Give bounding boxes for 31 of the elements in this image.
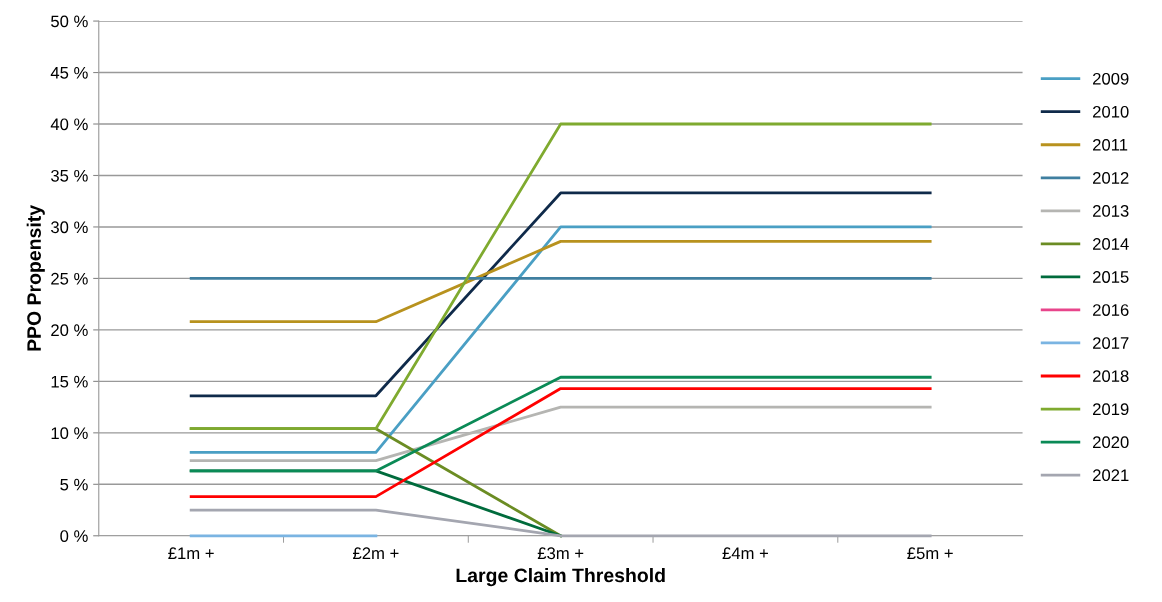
x-tick-label: £5m + xyxy=(907,547,953,560)
y-tick-label: 35 % xyxy=(51,169,88,182)
x-axis-title: Large Claim Threshold xyxy=(456,567,665,587)
y-axis-title: PPO Propensity xyxy=(26,205,45,351)
y-tick-label: 10 % xyxy=(51,427,88,440)
y-tick-label: 40 % xyxy=(50,118,88,131)
x-tick-label: £4m + xyxy=(722,547,768,559)
y-tick-label: 50 % xyxy=(51,15,88,28)
legend-label: 2018 xyxy=(1093,370,1129,383)
legend-label: 2010 xyxy=(1093,105,1129,118)
y-tick-label: 45 % xyxy=(50,67,88,79)
y-tick-label: 0 % xyxy=(60,530,88,542)
x-tick-label: £3m + xyxy=(537,547,584,560)
y-tick-label: 25 % xyxy=(51,272,88,285)
y-tick-label: 20 % xyxy=(51,324,88,337)
legend-label: 2021 xyxy=(1093,469,1129,482)
legend-label: 2016 xyxy=(1093,304,1129,316)
legend-label: 2015 xyxy=(1093,271,1129,283)
legend-label: 2014 xyxy=(1093,238,1129,250)
legend-label: 2009 xyxy=(1093,72,1129,85)
legend-label: 2020 xyxy=(1093,436,1129,449)
legend-label: 2011 xyxy=(1093,138,1128,151)
legend-label: 2019 xyxy=(1093,403,1129,416)
x-tick-label: £1m + xyxy=(168,547,214,559)
legend-label: 2013 xyxy=(1093,205,1129,217)
legend-label: 2012 xyxy=(1093,171,1129,184)
y-tick-label: 15 % xyxy=(51,375,88,388)
y-tick-label: 5 % xyxy=(60,478,88,491)
y-tick-label: 30 % xyxy=(51,221,88,234)
legend-label: 2017 xyxy=(1093,337,1129,349)
x-tick-label: £2m + xyxy=(352,547,399,559)
